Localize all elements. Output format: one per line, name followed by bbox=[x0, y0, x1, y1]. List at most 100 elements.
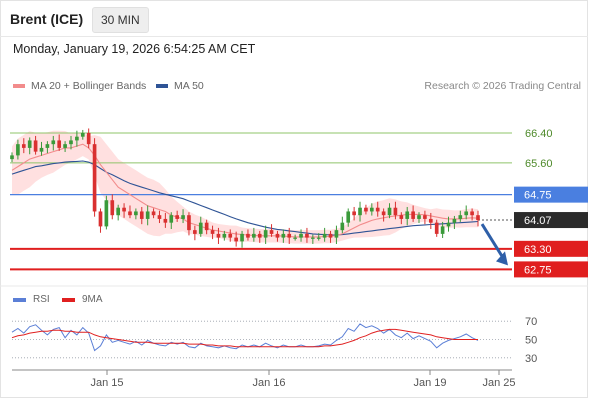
bollinger-band bbox=[12, 130, 478, 244]
rsi-swatch bbox=[13, 297, 26, 302]
candle-body bbox=[104, 200, 109, 227]
candle-body bbox=[134, 211, 138, 216]
candle-body bbox=[446, 222, 451, 227]
candle-body bbox=[464, 211, 469, 216]
candle-body bbox=[27, 140, 32, 148]
candle-body bbox=[293, 237, 297, 239]
legend-9ma: 9MA bbox=[62, 294, 103, 305]
candle-body bbox=[187, 215, 191, 231]
candle-body bbox=[234, 237, 238, 242]
rsi-tick-70: 70 bbox=[525, 316, 537, 328]
candle-body bbox=[240, 233, 244, 242]
candle-body bbox=[257, 233, 262, 238]
candle-body bbox=[381, 211, 386, 216]
timestamp: Monday, January 19, 2026 6:54:25 AM CET bbox=[13, 42, 256, 56]
candle-body bbox=[434, 222, 439, 234]
candle-body bbox=[246, 233, 250, 238]
candle-body bbox=[175, 215, 179, 219]
candle-body bbox=[428, 218, 433, 223]
rsi-9ma-line bbox=[11, 328, 478, 348]
candle-body bbox=[16, 144, 20, 156]
candle-body bbox=[92, 144, 97, 212]
rsi-tick-30: 30 bbox=[525, 353, 537, 365]
candle-body bbox=[369, 207, 374, 212]
candle-body bbox=[128, 211, 132, 216]
candle-body bbox=[139, 211, 144, 219]
candle-body bbox=[364, 207, 368, 212]
candle-body bbox=[281, 233, 286, 238]
candle-body bbox=[222, 233, 227, 238]
candle-body bbox=[399, 215, 404, 219]
candle-body bbox=[210, 230, 215, 234]
candle-body bbox=[340, 222, 345, 231]
candle-body bbox=[51, 140, 56, 145]
candle-body bbox=[193, 230, 197, 234]
9ma-label: 9MA bbox=[82, 294, 103, 305]
level-label-62.75: 62.75 bbox=[524, 264, 552, 276]
candle-body bbox=[452, 218, 457, 223]
current-price-label: 64.07 bbox=[524, 215, 552, 227]
candle-body bbox=[157, 215, 162, 219]
candle-body bbox=[375, 207, 380, 212]
candle-body bbox=[63, 144, 67, 148]
x-tick-label: Jan 15 bbox=[90, 377, 123, 389]
9ma-swatch bbox=[62, 297, 75, 302]
forecast-arrow-line bbox=[480, 223, 506, 261]
candle-body bbox=[393, 207, 398, 216]
copyright-credit: Research © 2026 Trading Central bbox=[424, 80, 581, 92]
candle-body bbox=[458, 215, 463, 219]
rsi-label: RSI bbox=[33, 294, 50, 305]
candle-body bbox=[122, 207, 126, 212]
legend-rsi: RSI bbox=[13, 294, 50, 305]
candle-body bbox=[334, 230, 339, 238]
candle-body bbox=[169, 215, 174, 223]
candle-body bbox=[316, 237, 321, 239]
legend-ma50: MA 50 bbox=[156, 80, 204, 92]
candle-body bbox=[346, 211, 351, 223]
level-tag-63.30 bbox=[514, 240, 588, 257]
candle-body bbox=[163, 218, 168, 223]
current-price-tag bbox=[514, 212, 588, 229]
ma50-swatch bbox=[156, 84, 168, 88]
candle-body bbox=[69, 140, 73, 145]
candle-body bbox=[440, 226, 445, 234]
candle-body bbox=[405, 211, 410, 219]
candle-body bbox=[269, 230, 274, 234]
candle-body bbox=[476, 215, 480, 221]
candle-body bbox=[322, 233, 327, 238]
candle-body bbox=[423, 215, 427, 219]
candle-body bbox=[305, 233, 309, 238]
candle-body bbox=[39, 147, 44, 152]
candle-body bbox=[198, 222, 203, 234]
candle-body bbox=[287, 233, 292, 238]
level-tag-62.75 bbox=[514, 261, 588, 278]
timeframe-badge[interactable]: 30 MIN bbox=[92, 7, 149, 33]
level-label-63.30: 63.30 bbox=[524, 244, 552, 256]
candle-body bbox=[299, 233, 303, 238]
level-tag-64.75 bbox=[514, 186, 588, 203]
rsi-line bbox=[11, 323, 479, 352]
candle-body bbox=[352, 211, 356, 216]
x-tick-label: Jan 16 bbox=[252, 377, 285, 389]
rsi-tick-50: 50 bbox=[525, 335, 537, 347]
ma50-line bbox=[11, 160, 479, 236]
candle-body bbox=[110, 200, 115, 216]
ma20-swatch bbox=[13, 84, 25, 88]
candle-body bbox=[470, 211, 474, 216]
candle-body bbox=[145, 211, 150, 219]
candle-body bbox=[252, 233, 256, 238]
x-tick-label: Jan 25 bbox=[482, 377, 515, 389]
candle-body bbox=[116, 207, 121, 216]
candle-body bbox=[75, 136, 79, 141]
level-label-66.40: 66.40 bbox=[525, 128, 553, 140]
ma50-label: MA 50 bbox=[174, 80, 204, 92]
candle-body bbox=[21, 144, 26, 148]
candle-body bbox=[10, 155, 14, 160]
candle-body bbox=[228, 233, 233, 238]
candle-body bbox=[80, 132, 85, 137]
forecast-arrow-head bbox=[496, 251, 508, 266]
candle-body bbox=[86, 132, 91, 145]
candle-body bbox=[204, 222, 209, 231]
candle-body bbox=[311, 237, 315, 239]
